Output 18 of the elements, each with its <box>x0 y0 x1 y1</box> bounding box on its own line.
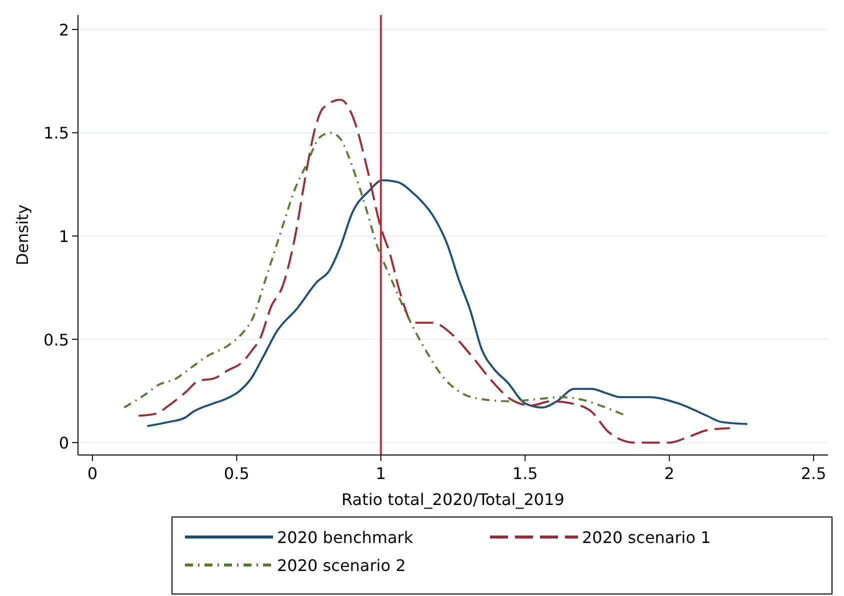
x-tick-label: 2 <box>664 464 674 483</box>
x-axis-title: Ratio total_2020/Total_2019 <box>342 490 564 509</box>
x-tick-label: 0.5 <box>224 464 250 483</box>
x-tick-label: 2.5 <box>800 464 826 483</box>
y-tick-label: 0 <box>58 434 69 453</box>
y-tick-label: 0.5 <box>44 330 69 350</box>
legend-label: 2020 scenario 2 <box>277 556 406 575</box>
x-tick-label: 0 <box>87 464 98 483</box>
x-tick-label: 1.5 <box>512 464 538 483</box>
line-series <box>138 98 731 444</box>
y-tick-label: 1 <box>58 227 69 246</box>
x-tick-label: 1 <box>376 464 386 483</box>
legend-label: 2020 scenario 1 <box>582 528 711 547</box>
y-tick-label: 2 <box>58 20 69 40</box>
line-series <box>146 179 748 428</box>
y-axis-title: Density <box>13 204 32 266</box>
legend-label: 2020 benchmark <box>277 528 414 547</box>
y-tick-label: 1.5 <box>44 124 69 143</box>
